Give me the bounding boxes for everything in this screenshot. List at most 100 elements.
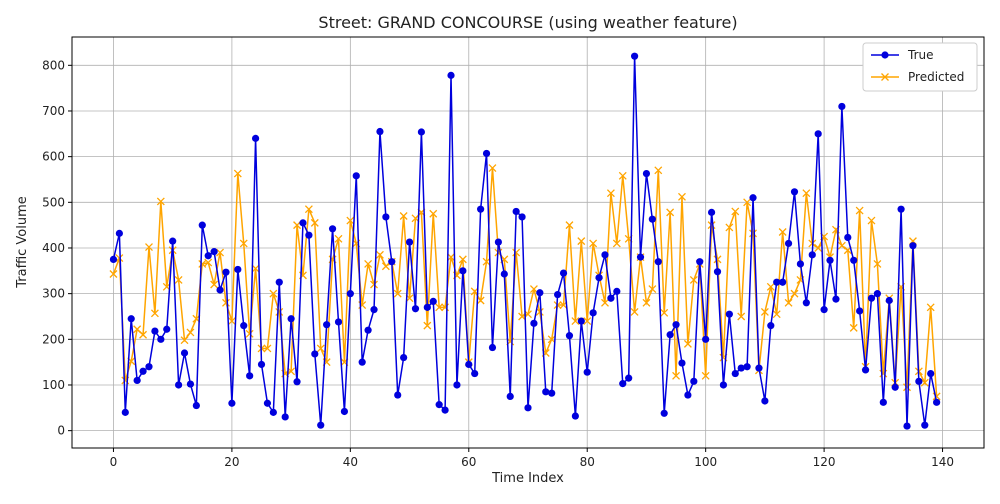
true-data-point xyxy=(784,239,793,248)
predicted-data-point xyxy=(210,280,219,289)
x-tick-label: 20 xyxy=(224,455,239,469)
predicted-data-point xyxy=(304,205,313,214)
predicted-data-point xyxy=(334,234,343,243)
true-data-point xyxy=(163,325,171,333)
true-data-point xyxy=(121,408,129,416)
true-data-point xyxy=(317,421,325,429)
true-data-point xyxy=(607,294,615,302)
true-data-point xyxy=(400,353,408,362)
y-tick-label: 100 xyxy=(42,378,65,392)
true-data-point xyxy=(441,406,449,414)
predicted-data-point xyxy=(565,221,574,230)
true-data-point xyxy=(198,221,206,229)
predicted-data-point xyxy=(589,239,598,248)
predicted-data-point xyxy=(873,260,882,268)
true-data-point xyxy=(702,335,710,343)
true-data-point xyxy=(435,401,443,409)
true-data-point xyxy=(482,149,491,158)
predicted-data-point xyxy=(482,257,491,266)
predicted-data-point xyxy=(760,307,769,316)
true-data-point xyxy=(761,397,769,405)
predicted-data-point xyxy=(447,253,455,262)
true-data-point xyxy=(808,251,816,259)
predicted-data-point xyxy=(370,280,378,289)
chart-title: Street: GRAND CONCOURSE (using weather f… xyxy=(318,13,737,32)
predicted-data-point xyxy=(310,218,319,227)
true-data-point xyxy=(340,407,349,416)
true-data-point xyxy=(364,326,372,334)
true-data-point xyxy=(832,295,840,303)
predicted-data-point xyxy=(784,298,793,307)
true-data-point xyxy=(352,172,360,180)
true-data-point xyxy=(897,205,905,213)
true-data-point xyxy=(222,268,230,276)
true-data-point xyxy=(790,188,799,196)
predicted-data-point xyxy=(731,207,740,216)
true-data-point xyxy=(536,289,544,297)
true-data-point xyxy=(145,363,153,371)
true-data-point xyxy=(394,391,402,399)
true-data-point xyxy=(861,366,870,374)
predicted-data-point xyxy=(364,260,373,268)
predicted-data-point xyxy=(316,344,325,353)
predicted-data-point xyxy=(867,216,876,225)
true-data-point xyxy=(636,253,645,261)
predicted-data-point xyxy=(855,206,864,215)
true-data-point xyxy=(358,358,366,366)
true-data-point xyxy=(530,319,538,327)
predicted-data-point xyxy=(174,275,183,284)
true-data-point xyxy=(660,409,668,417)
predicted-data-point xyxy=(145,243,153,252)
true-data-point xyxy=(376,127,384,136)
true-data-point xyxy=(370,306,378,314)
y-tick-label: 700 xyxy=(42,104,65,118)
predicted-data-point xyxy=(227,317,236,326)
predicted-data-point xyxy=(150,309,159,318)
true-data-point xyxy=(577,317,585,325)
predicted-data-point xyxy=(713,255,722,264)
y-tick-label: 500 xyxy=(42,195,65,209)
predicted-data-point xyxy=(778,228,787,236)
predicted-data-point xyxy=(251,264,260,273)
predicted-data-point xyxy=(612,239,621,248)
predicted-data-point xyxy=(204,258,213,267)
true-data-point xyxy=(672,321,680,329)
predicted-data-point xyxy=(216,248,225,257)
true-data-point xyxy=(459,267,467,275)
true-data-point xyxy=(151,327,159,335)
predicted-data-point xyxy=(837,241,846,250)
true-data-point xyxy=(565,332,574,340)
y-tick-label: 400 xyxy=(42,241,65,255)
true-data-point xyxy=(684,391,692,399)
true-data-point xyxy=(826,256,834,264)
true-data-point xyxy=(115,229,123,237)
true-data-point xyxy=(642,169,651,178)
predicted-data-point xyxy=(660,308,669,317)
y-tick-label: 800 xyxy=(42,58,65,72)
true-data-point xyxy=(707,208,716,216)
predicted-data-point xyxy=(346,216,355,225)
true-data-point xyxy=(471,369,479,378)
true-data-point xyxy=(269,408,277,416)
true-data-point xyxy=(417,128,426,136)
true-data-point xyxy=(559,269,568,277)
true-data-point xyxy=(204,252,212,260)
true-data-point xyxy=(743,363,751,371)
true-data-point xyxy=(589,309,597,317)
x-tick-label: 140 xyxy=(931,455,954,469)
predicted-data-point xyxy=(429,209,438,218)
predicted-data-point xyxy=(601,298,609,307)
true-data-point xyxy=(281,413,289,421)
true-data-point xyxy=(518,213,526,221)
true-data-point xyxy=(305,231,313,239)
predicted-data-point xyxy=(630,307,639,316)
predicted-data-point xyxy=(269,289,278,298)
true-data-point xyxy=(779,278,787,286)
true-data-point xyxy=(512,207,520,216)
legend-true-label: True xyxy=(907,48,934,62)
true-data-point xyxy=(873,290,882,298)
true-data-point xyxy=(838,102,846,111)
predicted-data-point xyxy=(571,317,580,326)
predicted-data-point xyxy=(156,197,165,206)
